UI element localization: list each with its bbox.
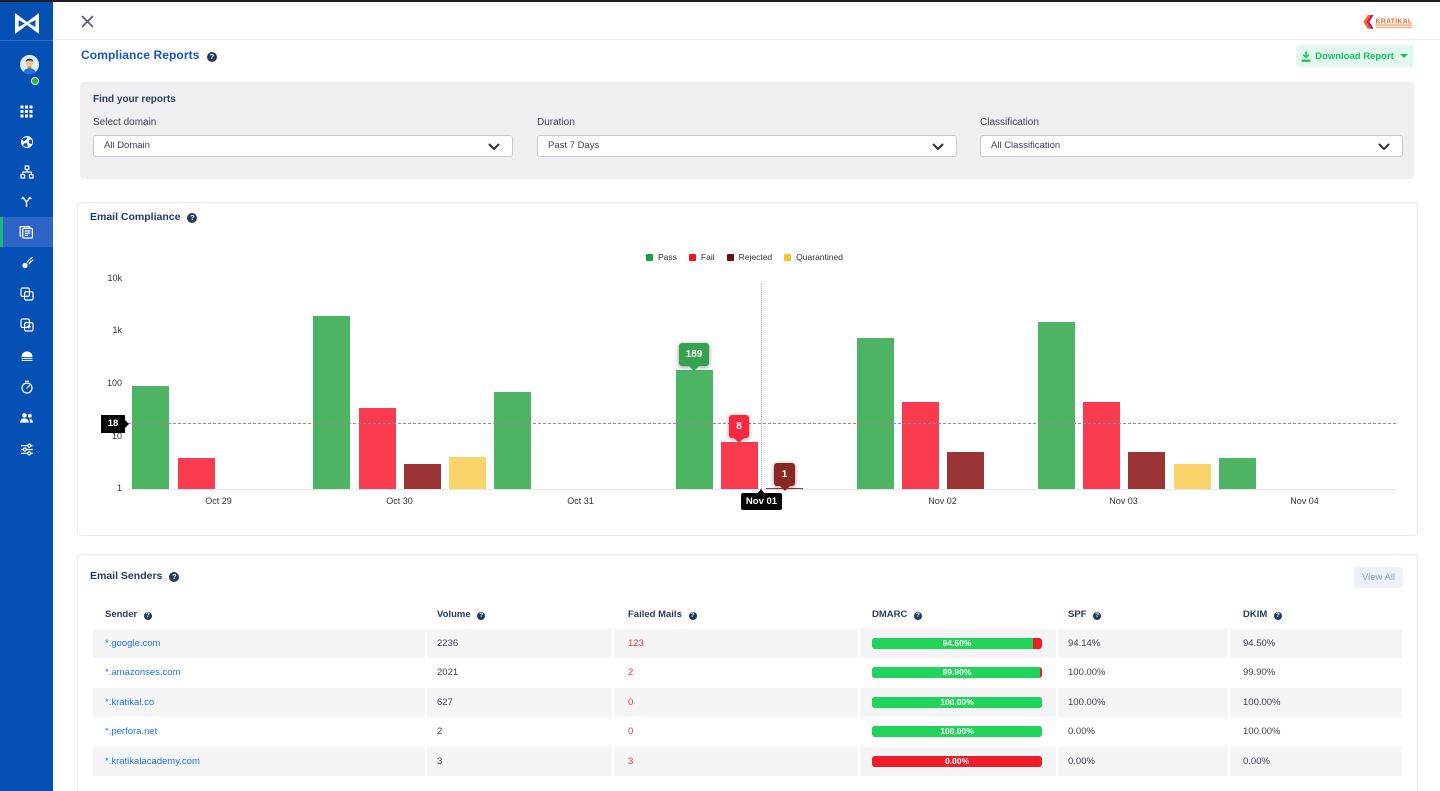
- svg-text:KRATIKAL: KRATIKAL: [1376, 19, 1413, 26]
